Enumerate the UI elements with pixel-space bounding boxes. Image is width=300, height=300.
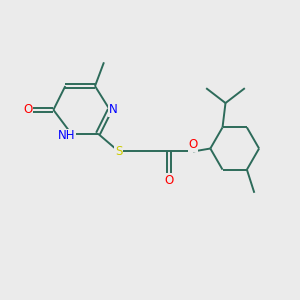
Text: NH: NH [58, 129, 76, 142]
Text: S: S [115, 145, 122, 158]
Text: O: O [188, 138, 198, 152]
Text: N: N [109, 103, 118, 116]
Text: O: O [165, 174, 174, 187]
Text: O: O [23, 103, 33, 116]
